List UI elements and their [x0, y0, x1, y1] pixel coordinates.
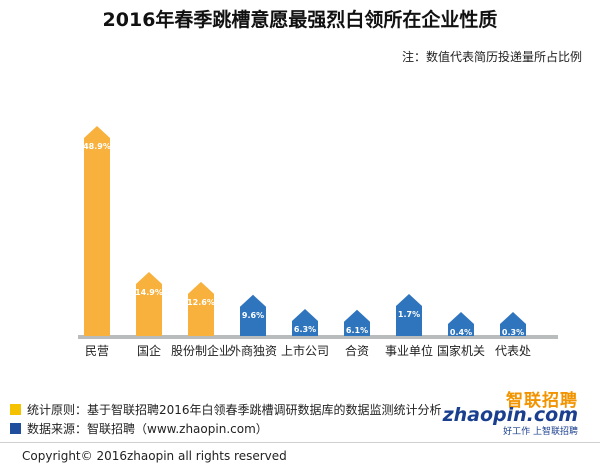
bar-5	[292, 308, 318, 336]
value-label-8: 0.4%	[450, 328, 472, 337]
category-label-3: 股份制企业	[171, 343, 231, 358]
footer-divider	[0, 442, 600, 443]
footer-principle: 统计原则：基于智联招聘2016年白领春季跳槽调研数据库的数据监测统计分析	[10, 401, 442, 418]
category-label-4: 外商独资	[229, 343, 277, 358]
category-label-6: 合资	[345, 343, 369, 358]
bar-9	[500, 312, 526, 336]
bar-3	[188, 281, 214, 336]
bar-1	[84, 126, 110, 336]
category-label-1: 民营	[85, 344, 109, 358]
bar-chart: 48.9%14.9%12.6%9.6%6.3% 6.1%1.7%0.4% 0.3% …	[78, 126, 558, 358]
value-label-4: 9.6%	[242, 311, 264, 320]
category-label-9: 代表处	[495, 344, 531, 358]
zhaopin-logo: 智联招聘 zhaopin.com 好工作 上智联招聘	[422, 386, 582, 437]
category-label-7: 事业单位	[385, 343, 433, 358]
value-label-9: 0.3%	[502, 328, 524, 337]
value-label-1: 48.9%	[83, 142, 111, 151]
principle-text: 统计原则：基于智联招聘2016年白领春季跳槽调研数据库的数据监测统计分析	[27, 403, 442, 417]
chart-note: 注：数值代表简历投递量所占比例	[401, 50, 582, 64]
value-label-2: 14.9%	[135, 288, 163, 297]
value-label-3: 12.6%	[187, 298, 215, 307]
value-label-6: 6.1%	[346, 326, 368, 335]
source-text: 数据来源：智联招聘（www.zhaopin.com）	[27, 422, 268, 436]
category-label-8: 国家机关	[437, 343, 485, 358]
bar-4	[240, 294, 266, 336]
bar-8	[448, 312, 474, 336]
category-label-5: 上市公司	[281, 343, 329, 358]
value-label-group: 48.9% 14.9% 12.6% 9.6% 6.3% 6.1% 1.7% 0.4% 0.3%	[83, 142, 524, 337]
copyright-text: Copyright© 2016zhaopin all rights reserv…	[22, 449, 287, 463]
chart-baseline	[78, 335, 558, 339]
bar-6	[344, 309, 370, 336]
logo-cn-text: 智联招聘	[506, 391, 578, 411]
logo-en-text: zhaopin.com	[442, 404, 578, 426]
bar-2	[136, 272, 162, 336]
footer-source: 数据来源：智联招聘（www.zhaopin.com）	[10, 420, 268, 437]
source-marker	[10, 423, 21, 434]
chart-title: 2016年春季跳槽意愿最强烈白领所在企业性质	[102, 9, 498, 31]
logo-slogan: 好工作 上智联招聘	[503, 427, 578, 437]
principle-marker	[10, 404, 21, 415]
value-label-7: 1.7%	[398, 310, 420, 319]
value-label-5: 6.3%	[294, 325, 316, 334]
bar-group	[84, 126, 526, 336]
bar-7	[396, 294, 422, 336]
category-label-2: 国企	[137, 343, 161, 358]
